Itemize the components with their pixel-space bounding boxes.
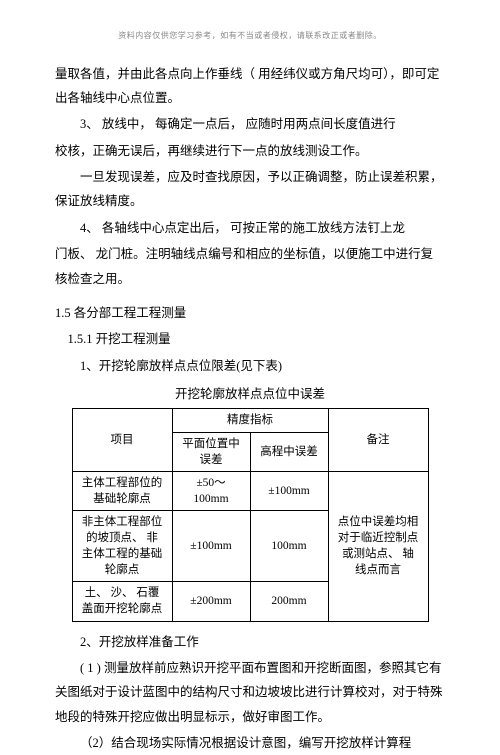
th-elev: 高程中误差 (250, 432, 328, 471)
cell-item: 主体工程部位的基础轮廓点 (72, 471, 172, 510)
item-1: 1、开挖轮廓放样点点位限差(见下表) (55, 354, 445, 378)
cell-note: 点位中误差均相对于临近控制点或测站点、 轴线点而言 (328, 471, 428, 621)
paragraph-2b: 校核，正确无误后，再继续进行下一点的放线测设工作。 (55, 139, 445, 163)
table-header-row-1: 项目 精度指标 备注 (72, 409, 428, 432)
table-row: 主体工程部位的基础轮廓点 ±50～100mm ±100mm 点位中误差均相对于临… (72, 471, 428, 510)
th-item: 项目 (72, 409, 172, 471)
th-note: 备注 (328, 409, 428, 471)
paragraph-1: 量取各值，并由此各点向上作垂线（ 用经纬仪或方角尺均可），即可定出各轴线中心点位… (55, 62, 445, 111)
paragraph-2a: 3、 放线中， 每确定一点后， 应随时用两点间长度值进行 (55, 112, 445, 136)
paragraph-5: ( 1 ) 测量放样前应熟识开挖平面布置图和开挖断面图，参照其它有关图纸对于设计… (55, 656, 445, 729)
table-caption: 开挖轮廓放样点点位中误差 (55, 382, 445, 406)
paragraph-3: 一旦发现误差，应及时查找原因，予以正确调整，防止误差积累，保证放线精度。 (55, 165, 445, 214)
cell-elev: 100mm (250, 510, 328, 581)
cell-elev: ±100mm (250, 471, 328, 510)
cell-item: 非主体工程部位的坡顶点、 非主体工程的基础轮廓点 (72, 510, 172, 581)
th-plane: 平面位置中误差 (172, 432, 250, 471)
cell-plane: ±100mm (172, 510, 250, 581)
header-disclaimer: 资料内容仅供您学习参考，如有不当或者侵权，请联系改正或者删除。 (55, 28, 445, 44)
paragraph-6: （2）结合现场实际情况根据设计意图，编写开挖放样计算程 (55, 731, 445, 755)
paragraph-4b: 门板、 龙门桩。注明轴线点编号和相应的坐标值，以便施工中进行复核检查之用。 (55, 242, 445, 291)
cell-plane: ±200mm (172, 582, 250, 621)
th-precision: 精度指标 (172, 409, 328, 432)
cell-plane: ±50～100mm (172, 471, 250, 510)
tolerance-table: 项目 精度指标 备注 平面位置中误差 高程中误差 主体工程部位的基础轮廓点 ±5… (72, 408, 429, 621)
paragraph-4a: 4、 各轴线中心点定出后， 可按正常的施工放线方法钉上龙 (55, 216, 445, 240)
cell-item: 土、 沙、 石覆盖面开挖轮廓点 (72, 582, 172, 621)
section-1-5-1: 1.5.1 开挖工程测量 (55, 327, 445, 351)
item-2: 2、开挖放样准备工作 (55, 630, 445, 654)
cell-elev: 200mm (250, 582, 328, 621)
section-1-5: 1.5 各分部工程工程测量 (55, 301, 445, 325)
